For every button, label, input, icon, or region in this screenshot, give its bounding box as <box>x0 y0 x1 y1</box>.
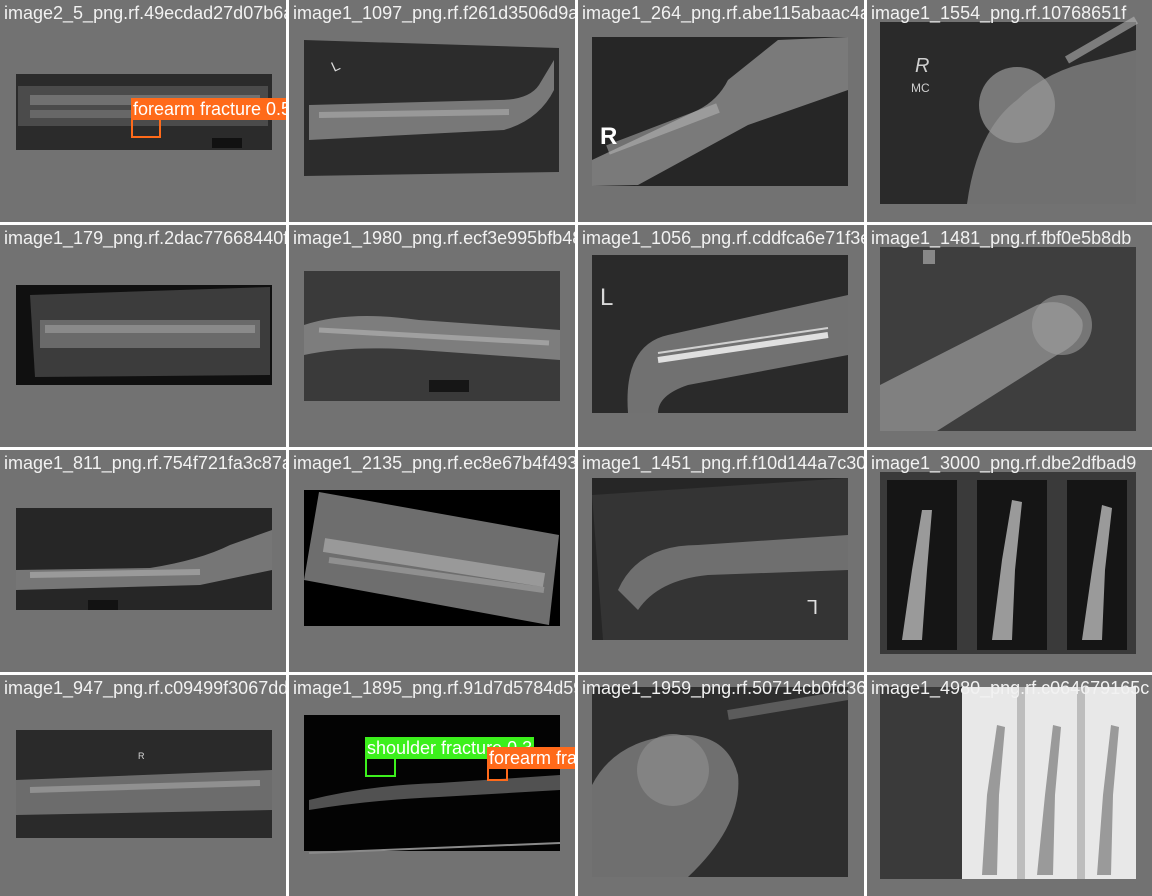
xray-hand-image <box>880 687 1136 879</box>
xray-shoulder-image <box>880 247 1136 431</box>
tile-7: image1_1481_png.rf.fbf0e5b8db <box>867 225 1152 447</box>
side-marker: R <box>600 123 617 150</box>
xray-forearm-image <box>304 490 560 626</box>
tile-title: image1_811_png.rf.754f721fa3c87a3b94285 <box>4 453 286 473</box>
xray-shoulder-image: R MC <box>880 16 1139 204</box>
detection-label: forearm fracture 0.5 <box>131 98 286 120</box>
tile-title: image1_1554_png.rf.10768651f <box>871 3 1127 23</box>
tile-15: image1_4980_png.rf.c064679165c <box>867 675 1152 896</box>
tile-8: image1_811_png.rf.754f721fa3c87a3b94285 <box>0 450 286 672</box>
tile-5: image1_1980_png.rf.ecf3e995bfb4845c51680 <box>289 225 575 447</box>
xray-elbow-image: L <box>592 478 848 640</box>
tile-title: image1_1980_png.rf.ecf3e995bfb4845c51680 <box>293 228 575 248</box>
tech-marker: MC <box>911 81 930 95</box>
xray-hand-image <box>880 472 1136 654</box>
xray-elbow-hardware-image: L <box>592 255 848 413</box>
tile-14: image1_1959_png.rf.50714cb0fd36faf8e1410 <box>578 675 864 896</box>
tile-3: R MC image1_1554_png.rf.10768651f <box>867 0 1152 222</box>
xray-forearm-image <box>304 715 561 854</box>
tile-title: image1_3000_png.rf.dbe2dfbad9 <box>871 453 1137 473</box>
tile-title: image1_947_png.rf.c09499f3067dd0021e9f5 <box>4 678 286 698</box>
tile-12: R image1_947_png.rf.c09499f3067dd0021e9f… <box>0 675 286 896</box>
tile-title: image1_2135_png.rf.ec8e67b4f493ba6e2f45 <box>293 453 575 473</box>
tile-title: image1_1481_png.rf.fbf0e5b8db <box>871 228 1132 248</box>
tile-title: image1_264_png.rf.abe115abaac4a1a01dd522… <box>582 3 864 23</box>
tile-4: image1_179_png.rf.2dac77668440f7981407 <box>0 225 286 447</box>
tile-title: image1_1895_png.rf.91d7d5784d59db1c41589 <box>293 678 575 698</box>
xray-forearm-image <box>304 271 560 401</box>
detection-label: forearm fracture 0.3 <box>487 747 575 769</box>
xray-shoulder-image <box>592 687 849 877</box>
xray-elbow-image <box>16 508 272 610</box>
detection-box <box>487 767 508 781</box>
tile-title: image2_5_png.rf.49ecdad27d07b6a9011d9931 <box>4 3 286 23</box>
xray-forearm-image: R <box>16 730 272 838</box>
xray-elbow-image: R <box>592 37 848 186</box>
side-marker: L <box>807 595 818 617</box>
tile-title: image1_179_png.rf.2dac77668440f7981407 <box>4 228 286 248</box>
tile-9: image1_2135_png.rf.ec8e67b4f493ba6e2f45 <box>289 450 575 672</box>
tile-2: R image1_264_png.rf.abe115abaac4a1a01dd5… <box>578 0 864 222</box>
tile-title: image1_1959_png.rf.50714cb0fd36faf8e1410 <box>582 678 864 698</box>
tile-10: L image1_1451_png.rf.f10d144a7c30ab26284… <box>578 450 864 672</box>
tile-title: image1_4980_png.rf.c064679165c <box>871 678 1150 698</box>
side-marker: R <box>915 55 929 77</box>
tile-0: image2_5_png.rf.49ecdad27d07b6a9011d9931… <box>0 0 286 222</box>
tile-title: image1_1451_png.rf.f10d144a7c30ab2628459… <box>582 453 864 473</box>
tile-title: image1_1056_png.rf.cddfca6e71f3ece1e652 <box>582 228 864 248</box>
tile-6: L image1_1056_png.rf.cddfca6e71f3ece1e65… <box>578 225 864 447</box>
xray-forearm-image <box>16 285 272 385</box>
detection-box <box>131 117 161 138</box>
side-marker: R <box>138 751 145 761</box>
tile-11: image1_3000_png.rf.dbe2dfbad9 <box>867 450 1152 672</box>
tile-title: image1_1097_png.rf.f261d3506d9a72eae2e4e <box>293 3 575 23</box>
svg-text:L: L <box>600 284 613 311</box>
detection-box <box>365 757 396 777</box>
xray-elbow-image: L <box>304 40 559 176</box>
tile-13: image1_1895_png.rf.91d7d5784d59db1c41589… <box>289 675 575 896</box>
tile-1: L image1_1097_png.rf.f261d3506d9a72eae2e… <box>289 0 575 222</box>
